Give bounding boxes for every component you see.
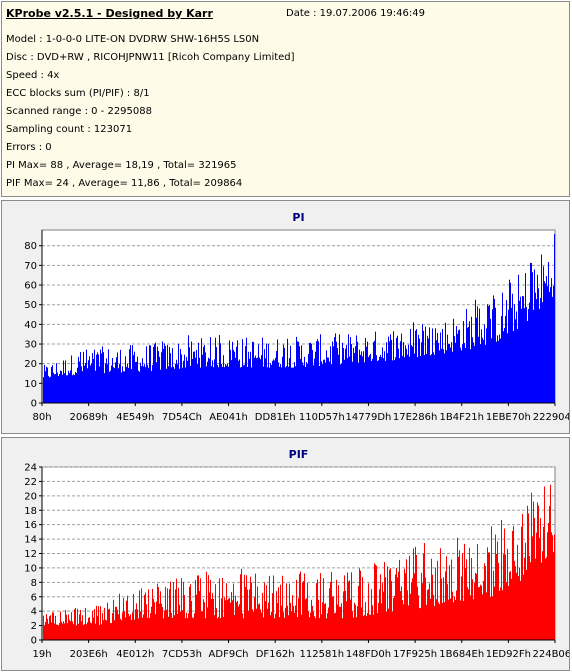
- y-tick-label: 4: [31, 607, 37, 618]
- y-tick-label: 30: [24, 340, 37, 351]
- y-tick-label: 10: [24, 563, 37, 574]
- y-tick-label: 60: [24, 281, 37, 292]
- x-tick-label: 112581h: [300, 649, 345, 660]
- chart-title: PIF: [289, 448, 309, 461]
- x-tick-label: 224B06h: [532, 649, 569, 660]
- y-tick-label: 20: [24, 359, 37, 370]
- y-tick-label: 0: [31, 636, 37, 647]
- x-tick-label: 110D57h: [299, 412, 345, 423]
- x-tick-label: 7D54Ch: [162, 412, 202, 423]
- pi-chart: PI 0 10 20 30 40 50 60 70 80 80h 20689h 4E549h 7D54Ch…: [24, 211, 569, 423]
- x-tick-label: 4E012h: [116, 649, 154, 660]
- info-line-model: Model : 1-0-0-0 LITE-ON DVDRW SHW-16H5S …: [6, 34, 260, 45]
- y-tick-label: 18: [24, 506, 37, 517]
- x-tick-label: 14779Dh: [346, 412, 392, 423]
- y-tick-label: 20: [24, 491, 37, 502]
- x-tick-label: 222904h: [533, 412, 569, 423]
- x-tick-label: 80h: [32, 412, 51, 423]
- x-tick-label: 17F925h: [393, 649, 437, 660]
- x-tick-label: 4E549h: [116, 412, 154, 423]
- y-tick-label: 40: [24, 320, 37, 331]
- x-tick-label: 203E6h: [70, 649, 108, 660]
- x-tick-label: 17E286h: [393, 412, 437, 423]
- x-tick-label: 1ED92Fh: [486, 649, 531, 660]
- y-tick-label: 14: [24, 535, 37, 546]
- info-line-speed: Speed : 4x: [6, 70, 60, 81]
- y-tick-label: 0: [31, 399, 37, 410]
- chart-title: PI: [292, 211, 304, 224]
- info-line-range: Scanned range : 0 - 2295088: [6, 106, 152, 117]
- y-tick-label: 2: [31, 621, 37, 632]
- info-panel: KProbe v2.5.1 - Designed by Karr Date : …: [1, 1, 570, 197]
- y-tick-label: 10: [24, 379, 37, 390]
- x-tick-label: DD81Eh: [255, 412, 296, 423]
- pi-chart-panel: PI 0 10 20 30 40 50 60 70 80 80h 20689h 4E549h 7D54Ch…: [1, 200, 570, 434]
- y-tick-label: 50: [24, 300, 37, 311]
- x-tick-label: 1B684Eh: [439, 649, 484, 660]
- x-tick-label: 7CD53h: [162, 649, 202, 660]
- info-line-pi-stats: PI Max= 88 , Average= 18,19 , Total= 321…: [6, 160, 237, 171]
- x-tick-label: DF162h: [256, 649, 295, 660]
- y-tick-label: 6: [31, 592, 37, 603]
- app-title: KProbe v2.5.1 - Designed by Karr: [6, 7, 213, 20]
- x-tick-label: AE041h: [209, 412, 248, 423]
- x-tick-label: 148FD0h: [346, 649, 391, 660]
- data-series: [43, 234, 555, 403]
- y-tick-label: 80: [24, 241, 37, 252]
- y-tick-label: 22: [24, 477, 37, 488]
- info-line-ecc: ECC blocks sum (PI/PIF) : 8/1: [6, 88, 150, 99]
- y-tick-label: 24: [24, 463, 37, 474]
- y-tick-label: 12: [24, 549, 37, 560]
- pif-chart-panel: PIF 0 2 4 6 8 10 12 14 16 18 20 22 24 19h 203E6h 4E012h 7…: [1, 437, 570, 671]
- y-tick-label: 8: [31, 578, 37, 589]
- info-line-disc: Disc : DVD+RW , RICOHJPNW11 [Ricoh Compa…: [6, 52, 295, 63]
- x-tick-label: 1B4F21h: [440, 412, 484, 423]
- y-tick-label: 16: [24, 520, 37, 531]
- x-tick-label: 20689h: [70, 412, 108, 423]
- x-tick-label: 19h: [32, 649, 51, 660]
- info-line-sampling: Sampling count : 123071: [6, 124, 133, 135]
- info-line-pif-stats: PIF Max= 24 , Average= 11,86 , Total= 20…: [6, 178, 243, 189]
- data-series: [43, 484, 555, 640]
- x-tick-label: ADF9Ch: [209, 649, 249, 660]
- scan-date: Date : 19.07.2006 19:46:49: [286, 8, 425, 19]
- info-line-errors: Errors : 0: [6, 142, 52, 153]
- y-tick-label: 70: [24, 261, 37, 272]
- x-tick-label: 1EBE70h: [486, 412, 531, 423]
